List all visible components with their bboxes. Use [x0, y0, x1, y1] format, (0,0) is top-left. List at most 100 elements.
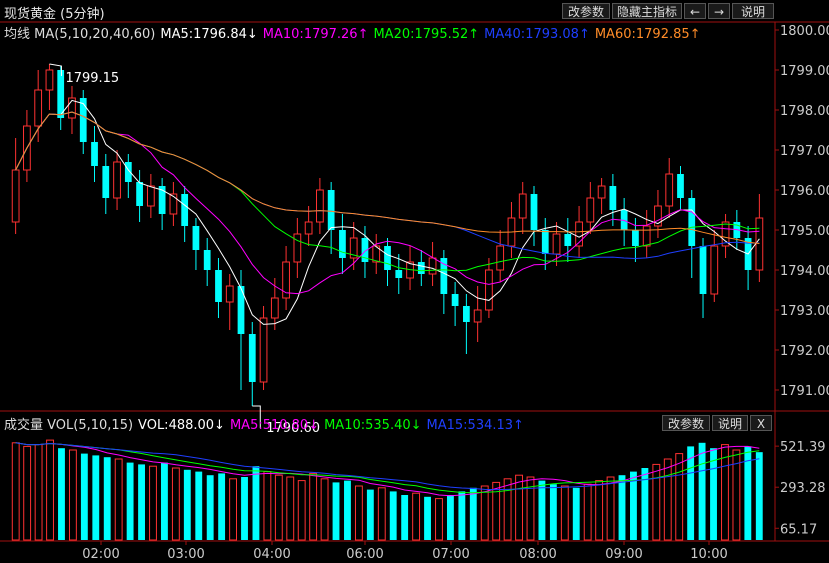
volume-bar-up — [274, 474, 283, 541]
volume-bar-up — [721, 444, 729, 541]
candle-body-down — [248, 334, 256, 382]
volume-bar-down — [218, 473, 226, 540]
price-tick-label: 1792.00 — [780, 344, 829, 359]
volume-bar-up — [560, 485, 569, 541]
chart-title: 现货黄金 (5分钟) — [4, 7, 105, 22]
ma-legend: 均线 MA(5,10,20,40,60) MA5:1796.84↓ MA10:179… — [4, 23, 711, 42]
volume-bar-down — [80, 453, 88, 540]
volume-bar-down — [710, 448, 717, 540]
vol-legend-item: MA15:534.13↑ — [426, 418, 524, 433]
volume-bar-down — [469, 487, 477, 540]
ma-legend-item: MA40:1793.08↑ — [484, 27, 590, 42]
price-tick-label: 1794.00 — [780, 264, 829, 279]
volume-button-0[interactable]: 改参数 — [662, 415, 710, 431]
volume-bar-down — [572, 487, 580, 540]
volume-bar-up — [526, 476, 535, 541]
vol-legend-label: 成交量 VOL(5,10,15) — [4, 418, 134, 433]
ma5-line — [15, 99, 760, 325]
volume-bar-up — [34, 444, 43, 541]
header-button-2[interactable]: ← — [684, 3, 706, 19]
volume-bar-down — [195, 471, 203, 540]
candle-body-down — [632, 230, 639, 246]
time-tick-label: 09:00 — [605, 547, 642, 562]
candle-body-down — [463, 306, 470, 322]
candle-body-down — [530, 194, 538, 230]
candle-body-down — [91, 142, 98, 166]
candle-body-down — [541, 230, 549, 254]
volume-bar-up — [675, 453, 684, 541]
candle-body-up — [113, 161, 121, 199]
candle-body-up — [372, 245, 381, 263]
volume-button-2[interactable]: X — [750, 415, 772, 431]
candle-body-up — [293, 233, 302, 263]
volume-bar-up — [114, 458, 123, 541]
ma10-line — [15, 111, 760, 295]
vol-ma15-line — [15, 442, 760, 491]
ma60-line — [15, 111, 760, 244]
time-tick-label: 02:00 — [82, 547, 119, 562]
volume-bar-down — [103, 457, 111, 540]
candle-body-down — [384, 246, 391, 270]
vol-legend-item: MA5:510.80↓ — [229, 418, 320, 433]
candle-body-up — [146, 185, 155, 207]
candle-body-up — [316, 189, 324, 223]
header-button-3[interactable]: → — [708, 3, 730, 19]
volume-bar-down — [366, 489, 374, 540]
candle-body-up — [665, 173, 674, 207]
volume-bar-down — [630, 471, 637, 540]
volume-bar-up — [377, 487, 386, 541]
candle-body-down — [158, 186, 166, 214]
candle-body-up — [45, 69, 54, 91]
candle-body-up — [597, 185, 606, 199]
volume-bar-up — [595, 480, 604, 541]
candle-body-up — [428, 257, 437, 275]
candle-body-up — [349, 237, 358, 259]
vol-legend-item: MA10:535.40↓ — [324, 418, 422, 433]
volume-bar-down — [332, 482, 340, 540]
header-button-0[interactable]: 改参数 — [562, 3, 610, 19]
candle-body-up — [169, 193, 178, 215]
candle-body-down — [102, 166, 110, 198]
ma-legend-item: MA5:1796.84↓ — [160, 27, 258, 42]
price-tick-label: 1793.00 — [780, 304, 829, 319]
candle-body-down — [181, 194, 189, 226]
price-tick-label: 1798.00 — [780, 104, 829, 119]
volume-bar-up — [263, 471, 272, 541]
header-button-1[interactable]: 隐藏主指标 — [612, 3, 682, 19]
candle-body-up — [518, 193, 527, 219]
price-tick-label: 1796.00 — [780, 184, 829, 199]
volume-bar-down — [744, 446, 752, 540]
candle-body-down — [124, 162, 132, 182]
candle-body-up — [225, 285, 234, 303]
price-tick-label: 1799.00 — [780, 64, 829, 79]
volume-bar-down — [698, 442, 706, 540]
candle-body-down — [203, 250, 211, 270]
candle-body-up — [755, 217, 764, 271]
volume-bar-down — [92, 455, 100, 540]
ma-legend-item: MA20:1795.52↑ — [373, 27, 480, 42]
candle-body-up — [282, 261, 290, 299]
low-marker-line — [252, 405, 261, 428]
volume-bar-up — [68, 449, 77, 541]
candle-body-down — [677, 174, 684, 198]
candle-body-up — [473, 309, 482, 323]
time-tick-label: 08:00 — [519, 547, 556, 562]
candle-body-down — [699, 246, 707, 294]
volume-bar-up — [320, 478, 329, 541]
volume-button-1[interactable]: 说明 — [712, 415, 748, 431]
candle-body-up — [496, 245, 505, 271]
ma-legend-label: 均线 MA(5,10,20,40,60) — [4, 27, 156, 42]
candle-body-down — [327, 190, 335, 230]
time-tick-label: 07:00 — [432, 547, 469, 562]
header-button-4[interactable]: 说明 — [732, 3, 774, 19]
time-tick-label: 06:00 — [346, 547, 383, 562]
time-tick-label: 03:00 — [167, 547, 204, 562]
candle-body-down — [417, 262, 425, 274]
candle-body-up — [654, 205, 662, 227]
vol-ma10-line — [15, 442, 760, 494]
candle-body-up — [485, 269, 493, 311]
volume-bar-down — [446, 495, 454, 540]
candle-body-down — [395, 270, 403, 278]
low-marker-label: 1790.60 — [266, 421, 320, 436]
